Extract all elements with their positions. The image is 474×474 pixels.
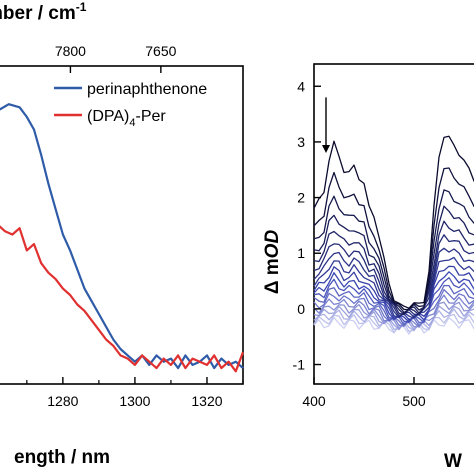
right-y-tick-label: -1 [293, 357, 306, 373]
legend-label-dpa4-per: (DPA)4-Per [87, 108, 166, 129]
right-y-tick-label: 2 [297, 190, 305, 206]
bottom-axis-ticks: 1280 1300 1320 [26, 377, 244, 409]
transient-trace [313, 271, 474, 323]
transient-trace [313, 305, 474, 331]
top-axis-label-superscript: -1 [76, 0, 87, 14]
legend: perinaphthenone (DPA)4-Per [54, 81, 207, 129]
transient-trace [313, 301, 474, 330]
right-panel: Δ mOD -1 0 1 2 3 4 400 500 W [262, 63, 474, 472]
right-x-tick-label: 500 [402, 393, 426, 409]
series-line-perinaphthenone [0, 103, 244, 370]
legend-subscript: 4 [129, 117, 135, 129]
transient-trace [313, 294, 474, 328]
decay-arrow [322, 97, 330, 154]
right-y-tick-label: 0 [297, 301, 305, 317]
transient-trace [313, 313, 474, 333]
top-axis-label: mber / cm-1 [0, 0, 87, 24]
right-x-axis-ticks: 400 500 [302, 377, 426, 409]
y-axis-label-right: Δ mOD [262, 230, 283, 295]
transient-trace [313, 205, 474, 315]
legend-label-perinaphthenone: perinaphthenone [87, 81, 207, 98]
transient-trace [313, 167, 474, 311]
legend-label-tail: -Per [136, 108, 167, 125]
top-tick-label: 7800 [55, 43, 86, 59]
bottom-tick-label: 1300 [119, 393, 150, 409]
arrow-head [322, 145, 330, 154]
left-panel: mber / cm-1 7800 7650 perinaphthenone (DP… [0, 0, 245, 468]
top-tick-label: 7650 [145, 43, 176, 59]
left-plot-frame [0, 65, 244, 385]
right-y-tick-label: 3 [297, 134, 305, 150]
transient-trace [313, 220, 474, 316]
bottom-tick-label: 1320 [191, 393, 222, 409]
right-y-tick-label: 4 [297, 78, 305, 94]
right-x-tick-label: 400 [302, 393, 326, 409]
transient-trace [313, 135, 474, 309]
x-axis-label-left: ength / nm [14, 447, 110, 468]
bottom-tick-label: 1280 [47, 393, 78, 409]
series-line-dpa4-per [0, 225, 245, 373]
left-series [0, 103, 245, 373]
top-axis-ticks: 7800 7650 [55, 43, 177, 73]
x-axis-label-right: W [444, 451, 462, 472]
transient-trace [313, 288, 474, 327]
right-y-tick-label: 1 [297, 245, 305, 261]
transient-trace [313, 247, 474, 319]
transient-trace [313, 189, 474, 314]
right-y-axis-ticks: -1 0 1 2 3 4 [293, 78, 321, 373]
right-traces [313, 135, 474, 335]
right-plot-frame [313, 63, 474, 385]
transient-trace [313, 234, 474, 317]
